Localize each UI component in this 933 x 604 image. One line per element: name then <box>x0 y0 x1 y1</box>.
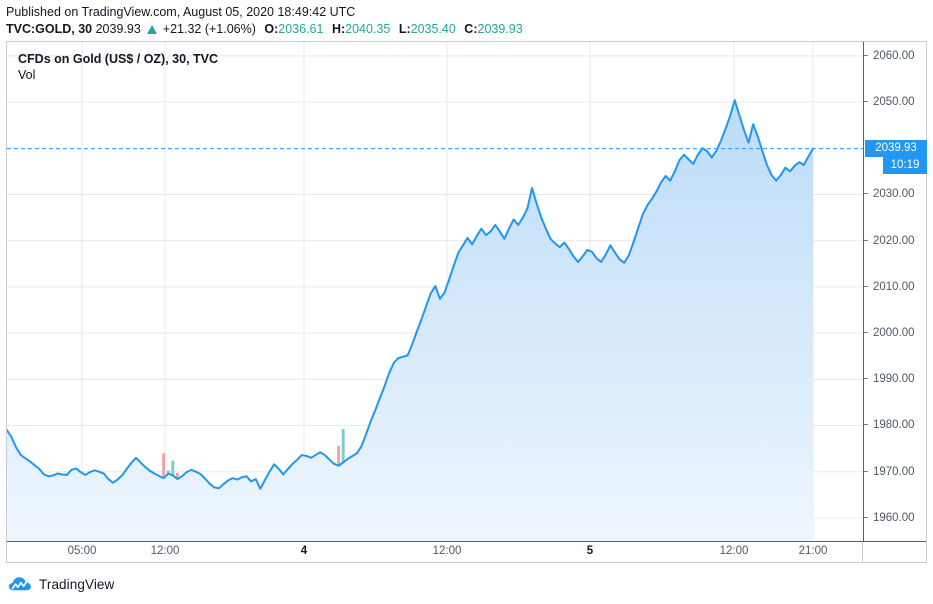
price-tick-label: 1970.00 <box>864 465 915 479</box>
header: Published on TradingView.com, August 05,… <box>0 0 933 40</box>
price-tick-label: 2010.00 <box>864 280 915 294</box>
current-price-badge: 2039.93 <box>865 140 927 158</box>
triangle-up-icon <box>147 25 158 34</box>
high-value: 2040.35 <box>345 22 391 36</box>
time-tick-label: 12:00 <box>150 545 180 557</box>
published-line: Published on TradingView.com, August 05,… <box>6 5 356 19</box>
time-tick-label: 05:00 <box>67 545 97 557</box>
price-tick-label: 2050.00 <box>864 95 915 109</box>
price-scale[interactable]: 2039.93 10:19 2060.00 2050.00 2030.00 2020.… <box>863 42 927 541</box>
footer: TradingView <box>8 572 114 596</box>
price-tick-label: 1980.00 <box>864 418 915 432</box>
price-tick-label: 2030.00 <box>864 187 915 201</box>
time-tick-label: 12:00 <box>719 545 749 557</box>
price-tick-label: 2060.00 <box>864 49 915 63</box>
price-tick-label: 2020.00 <box>864 234 915 248</box>
time-tick-label: 12:00 <box>432 545 462 557</box>
time-tick-label: 21:00 <box>798 545 828 557</box>
close-label: C: <box>464 22 478 36</box>
price-area-fill <box>7 100 813 541</box>
price-chart-svg <box>7 42 863 541</box>
last-price: 2039.93 <box>95 22 141 36</box>
open-value: 2036.61 <box>278 22 324 36</box>
price-tick-label: 2000.00 <box>864 326 915 340</box>
low-value: 2035.40 <box>410 22 456 36</box>
price-line <box>7 99 814 490</box>
price-tick-label: 1960.00 <box>864 511 915 525</box>
high-label: H: <box>331 22 346 36</box>
time-tick-label: 5 <box>586 545 594 557</box>
time-tick-label: 4 <box>300 545 308 557</box>
tradingview-brand-label: TradingView <box>39 576 115 592</box>
time-scale-separator <box>862 542 863 562</box>
time-scale[interactable]: 05:00 12:00 4 12:00 5 12:00 21:00 <box>7 541 926 562</box>
price-tick-label: 1990.00 <box>864 372 915 386</box>
current-time-badge: 10:19 <box>883 157 927 175</box>
price-change: +21.32 (+1.06%) <box>162 22 256 36</box>
open-label: O: <box>264 22 279 36</box>
plot-area[interactable]: CFDs on Gold (US$ / OZ), 30, TVC Vol <box>7 42 863 541</box>
low-label: L: <box>398 22 411 36</box>
tradingview-logo-icon <box>8 577 31 591</box>
close-value: 2039.93 <box>477 22 523 36</box>
quote-line: TVC:GOLD, 30 2039.93 +21.32 (+1.06%) O:2… <box>6 21 933 37</box>
chart-frame: CFDs on Gold (US$ / OZ), 30, TVC Vol 203… <box>6 41 927 563</box>
symbol-label: TVC:GOLD, 30 <box>6 22 93 36</box>
